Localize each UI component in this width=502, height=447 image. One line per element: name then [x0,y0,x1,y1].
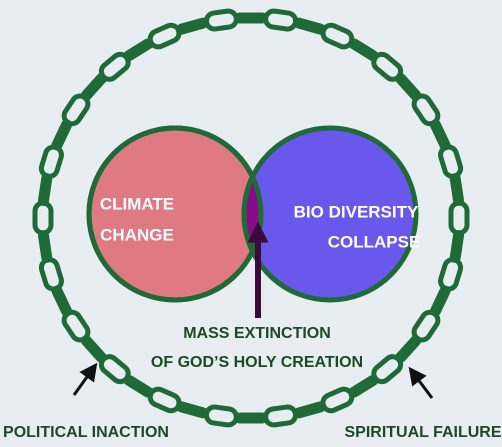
chain-link [236,14,266,22]
circle-label: BIO DIVERSITY [294,202,419,221]
circle-label: CHANGE [100,225,174,244]
center-label: MASS EXTINCTION [183,325,331,342]
page: {"circles": [ {"label_lines": ["CLIMATE"… [0,0,502,447]
bottom-label: POLITICAL INACTION [3,424,169,441]
center-label: OF GOD’S HOLY CREATION [151,354,363,371]
circle-label: COLLAPSE [328,232,421,251]
circle-label: CLIMATE [100,194,174,213]
chain-link [236,414,266,422]
bottom-label: SPIRITUAL FAILURE [344,424,501,441]
diagram: CLIMATE CHANGE BIO DIVERSITY COLLAPSE MA… [0,0,502,447]
